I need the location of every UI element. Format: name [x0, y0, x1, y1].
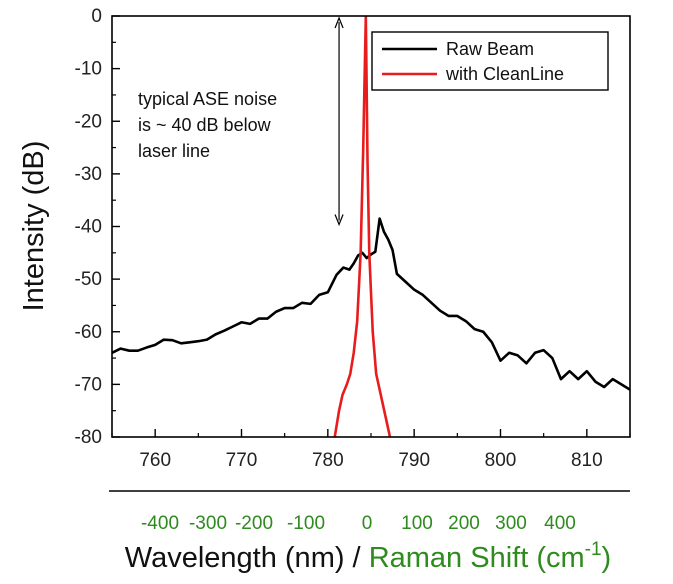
annotation-line: laser line	[138, 141, 210, 161]
x-tick-label: 790	[398, 450, 430, 471]
x-axis-title-close: )	[602, 542, 612, 574]
x-axis-title: Wavelength (nm) / Raman Shift (cm-1)	[125, 539, 611, 574]
annotation-arrowhead-top	[334, 16, 344, 29]
raman-tick-label: 400	[544, 513, 576, 534]
raman-tick-label: 100	[401, 513, 433, 534]
y-tick-label: -50	[75, 269, 102, 290]
legend-entry: Raw Beam	[446, 39, 534, 59]
y-tick-label: -20	[75, 111, 102, 132]
series-line-1	[333, 16, 392, 437]
annotation-line: typical ASE noise	[138, 89, 277, 109]
y-tick-label: 0	[91, 6, 102, 27]
x-tick-label: 760	[139, 450, 171, 471]
y-tick-label: -30	[75, 164, 102, 185]
raman-tick-label: -300	[189, 513, 227, 534]
raman-tick-labels: -400 -300 -200 -100 0 100 200 300 400	[141, 513, 576, 534]
y-tick-label: -80	[75, 427, 102, 448]
y-tick-label: -70	[75, 374, 102, 395]
legend-box	[371, 31, 609, 91]
legend-entry: with CleanLine	[445, 64, 564, 84]
tick-labels: 0 -10 -20 -30 -40 -50 -60 -70 -80 760 770 780 790 800…	[75, 6, 603, 471]
x-axis-title-superscript: -1	[585, 539, 602, 560]
annotation: typical ASE noise is ~ 40 dB below laser l…	[138, 16, 344, 227]
raman-tick-label: 0	[362, 513, 373, 534]
raman-tick-label: -400	[141, 513, 179, 534]
x-axis-title-raman: Raman Shift (cm	[369, 542, 585, 574]
y-tick-label: -60	[75, 322, 102, 343]
annotation-arrowhead-bottom	[334, 214, 344, 227]
raman-tick-label: -200	[235, 513, 273, 534]
plot-frame	[111, 15, 631, 438]
annotation-line: is ~ 40 dB below	[138, 115, 272, 135]
x-tick-label: 810	[571, 450, 603, 471]
raman-tick-label: 300	[495, 513, 527, 534]
x-tick-label: 780	[312, 450, 344, 471]
series-group	[112, 16, 630, 437]
y-tick-label: -40	[75, 217, 102, 238]
raman-tick-label: -100	[287, 513, 325, 534]
legend: Raw Beam with CleanLine	[371, 31, 609, 91]
y-axis-title: Intensity (dB)	[18, 141, 50, 312]
x-axis-title-wavelength: Wavelength (nm) /	[125, 542, 369, 574]
x-tick-label: 770	[226, 450, 258, 471]
raman-tick-label: 200	[448, 513, 480, 534]
y-tick-label: -10	[75, 59, 102, 80]
series-line-0	[112, 217, 630, 391]
x-tick-label: 800	[485, 450, 517, 471]
